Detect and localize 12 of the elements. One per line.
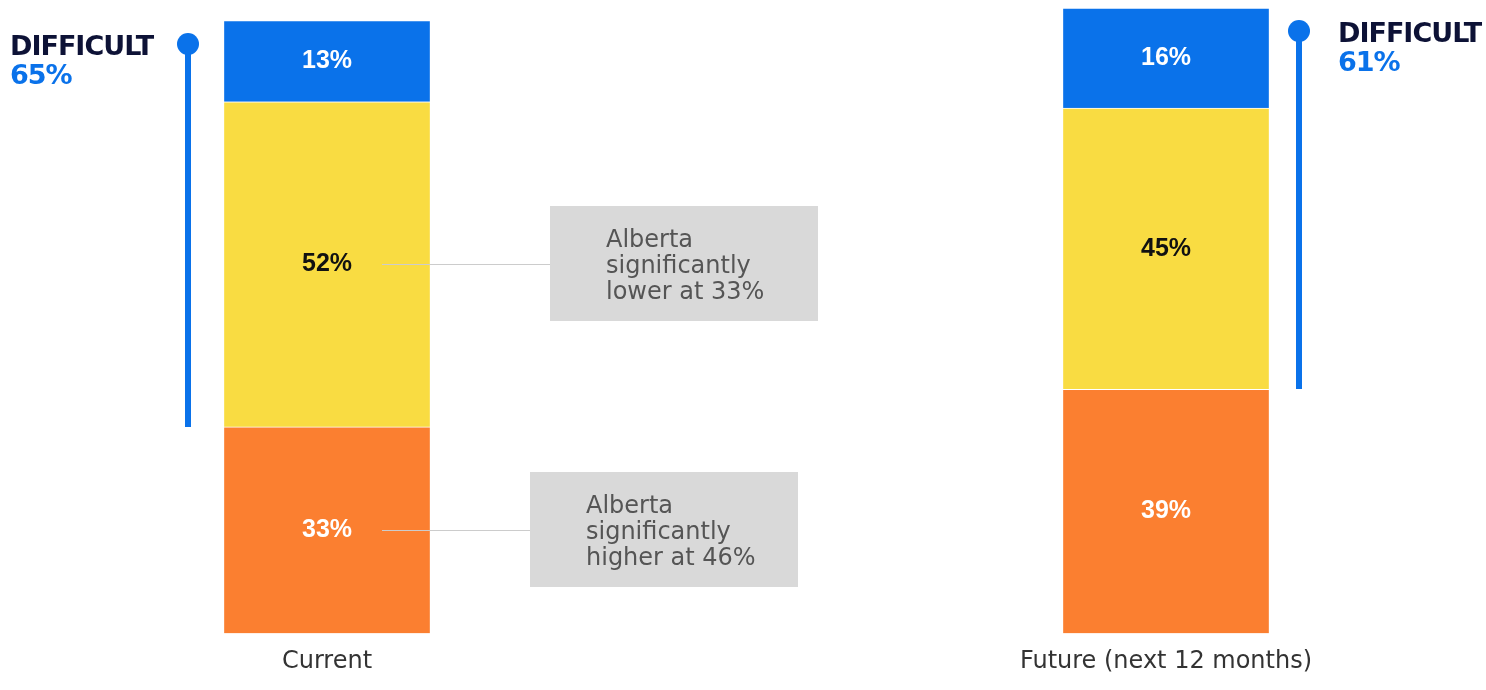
data-label: 52% <box>301 248 353 277</box>
data-label: 33% <box>301 513 353 542</box>
data-label: 39% <box>1140 495 1192 524</box>
data-label: 16% <box>1140 41 1192 70</box>
data-label: 45% <box>1140 232 1192 261</box>
annotation: DIFFICULT 65% <box>10 29 154 90</box>
x-tick-label: Future (next 12 months) <box>1019 645 1313 674</box>
annotation: DIFFICULT 61% <box>1338 17 1482 77</box>
x-tick-label: Current <box>281 645 373 674</box>
callout-box: Alberta significantly lower at 33% <box>550 206 818 322</box>
data-label: 13% <box>301 45 353 74</box>
callout-box: Alberta significantly higher at 46% <box>530 472 798 588</box>
